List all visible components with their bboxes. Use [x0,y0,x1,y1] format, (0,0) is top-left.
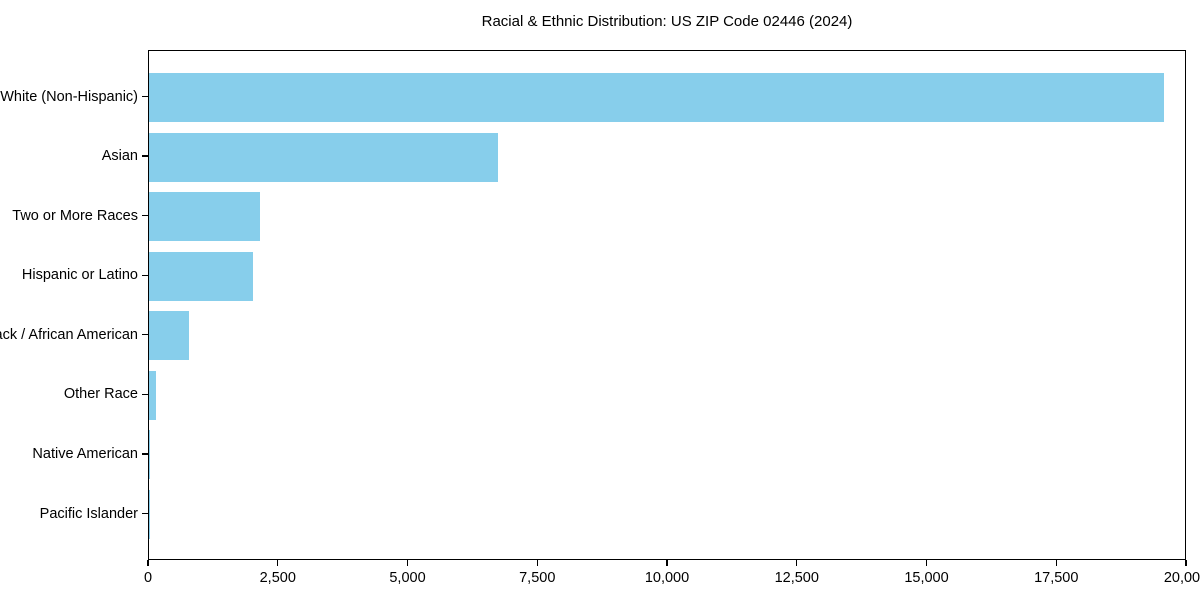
y-tick-mark [142,393,148,395]
bar-other-race [149,370,157,420]
x-tick-label: 15,000 [904,570,949,586]
y-tick-mark [142,334,148,336]
y-tick-mark [142,215,148,217]
y-tick-label: Asian [101,148,138,165]
y-tick-label: Hispanic or Latino [21,267,138,284]
x-tick-label: 17,500 [1034,570,1079,586]
x-tick-mark [536,560,538,566]
y-tick-label: Other Race [63,386,138,403]
y-tick-label: Pacific Islander [39,505,138,522]
y-tick-label: Black / African American [0,326,138,343]
y-tick-mark [142,512,148,515]
bar-black-african-american [149,311,189,361]
x-tick-mark [277,560,279,566]
y-tick-mark [142,95,148,98]
x-tick-mark [1185,560,1187,566]
bar-hispanic-or-latino [149,251,254,301]
x-tick-label: 5,000 [389,570,426,586]
bar-asian [149,132,498,182]
x-tick-label: 7,500 [519,570,556,586]
y-tick-mark [142,155,148,157]
y-tick-label: White (Non-Hispanic) [0,88,138,105]
y-tick-mark [142,453,148,455]
x-tick-mark [925,560,928,566]
bar-two-or-more-races [149,192,261,242]
x-tick-mark [1055,560,1057,566]
chart-title: Racial & Ethnic Distribution: US ZIP Cod… [481,13,853,30]
x-tick-label: 10,000 [644,570,690,586]
y-tick-label: Native American [32,445,138,462]
plot-area [148,50,1186,560]
bar-native-american [149,430,150,480]
y-tick-mark [142,274,148,276]
x-tick-label: 0 [143,570,153,586]
x-tick-mark [147,560,149,566]
x-tick-label: 2,500 [259,570,296,586]
x-tick-label: 20,000 [1163,570,1200,586]
x-tick-label: 12,500 [774,570,819,586]
y-tick-label: Two or More Races [12,207,138,224]
x-tick-mark [406,560,409,566]
bar-white-non-hispanic [149,73,1164,122]
x-tick-mark [666,560,668,566]
x-tick-mark [796,560,798,566]
